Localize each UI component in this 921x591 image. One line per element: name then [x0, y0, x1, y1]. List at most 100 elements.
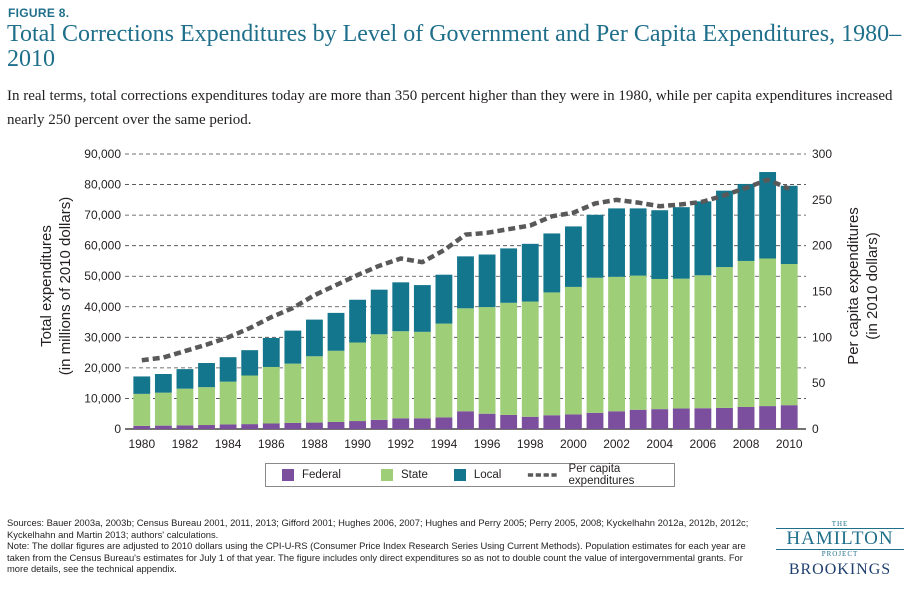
bar-federal	[306, 422, 323, 429]
bar-local	[608, 208, 625, 277]
bar-state	[154, 392, 172, 426]
bar-federal	[392, 418, 410, 429]
bar-federal	[629, 409, 647, 429]
y-tick-right: 250	[812, 193, 832, 207]
bar-federal	[154, 425, 172, 429]
bar-federal	[694, 408, 712, 429]
bar-federal	[759, 406, 777, 429]
publisher-logo: THE HAMILTON PROJECT BROOKINGS	[770, 520, 910, 579]
y-tick-right: 100	[812, 330, 832, 344]
chart-subtitle: In real terms, total corrections expendi…	[7, 88, 893, 128]
legend-item-per-capita: Per capita expenditures	[527, 463, 674, 487]
bar-local	[694, 201, 712, 276]
x-tick: 1994	[431, 437, 458, 451]
bar-state	[521, 301, 539, 417]
x-tick: 2008	[733, 437, 760, 451]
y-tick-left: 80,000	[84, 178, 121, 192]
x-tick: 1992	[387, 437, 414, 451]
bar-state	[759, 258, 777, 407]
y-tick-left: 60,000	[84, 239, 121, 253]
bar-state	[716, 267, 733, 408]
y-tick-left: 10,000	[84, 391, 121, 405]
bar-local	[780, 185, 798, 264]
bar-state	[586, 277, 604, 413]
bar-local	[154, 374, 172, 393]
bar-local	[672, 207, 690, 279]
bar-local	[457, 256, 474, 309]
bar-local	[327, 312, 345, 351]
x-tick: 1982	[172, 437, 199, 451]
per-capita-swatch	[528, 473, 560, 477]
bar-federal	[780, 405, 798, 429]
bar-federal	[500, 414, 518, 429]
x-tick: 1996	[474, 437, 501, 451]
x-tick: 1986	[258, 437, 285, 451]
state-swatch	[381, 469, 393, 481]
bar-federal	[262, 423, 280, 429]
y-tick-right: 0	[812, 422, 819, 436]
note-text: Note: The dollar figures are adjusted to…	[7, 540, 746, 574]
bar-federal	[198, 425, 215, 429]
bar-local	[198, 363, 215, 388]
bar-state	[176, 388, 194, 426]
bar-state	[370, 334, 388, 420]
bar-federal	[219, 424, 237, 429]
bar-state	[651, 278, 669, 410]
bar-federal	[133, 425, 151, 429]
bar-state	[478, 307, 496, 414]
bar-federal	[737, 407, 755, 429]
y-tick-left: 40,000	[84, 300, 121, 314]
bar-local	[759, 172, 777, 259]
bar-local	[176, 369, 194, 389]
legend-item-federal: Federal	[282, 469, 341, 481]
logo-brookings: BROOKINGS	[788, 561, 892, 578]
bar-federal	[564, 414, 582, 429]
y-tick-left: 90,000	[84, 147, 121, 161]
bar-federal	[672, 408, 690, 429]
bar-federal	[543, 415, 561, 429]
bar-state	[564, 286, 582, 415]
bar-local	[241, 350, 259, 376]
x-tick: 1990	[344, 437, 371, 451]
bar-state	[780, 264, 798, 406]
local-swatch	[453, 469, 466, 481]
bar-local	[716, 190, 733, 268]
y-tick-right: 150	[812, 285, 832, 299]
bar-state	[413, 331, 431, 419]
y-axis-left-label-2: (in millions of 2010 dollars)	[57, 197, 74, 375]
legend-item-local: Local	[453, 469, 501, 481]
sources-note: Sources: Bauer 2003a, 2003b; Census Bure…	[7, 517, 757, 575]
grid-lines	[125, 153, 806, 430]
bar-state	[306, 356, 323, 423]
bar-federal	[241, 424, 259, 429]
bar-federal	[716, 407, 733, 429]
chart-area: 0 10,000 20,000 30,000 40,000 50,000 60,000 70,…	[38, 147, 881, 451]
bar-local	[413, 285, 431, 332]
x-tick: 2000	[560, 437, 587, 451]
x-tick: 1984	[215, 437, 242, 451]
bar-state	[457, 308, 474, 412]
y-tick-right: 50	[812, 376, 826, 390]
y-axis-right-label-1: Per capita expenditures	[845, 207, 862, 365]
x-tick: 2010	[776, 437, 803, 451]
bar-federal	[457, 411, 474, 429]
bar-federal	[608, 411, 625, 429]
y-tick-right: 200	[812, 239, 832, 253]
bar-local	[651, 210, 669, 279]
bar-local	[306, 319, 323, 357]
bar-state	[629, 275, 647, 410]
y-tick-left: 30,000	[84, 330, 121, 344]
bar-state	[608, 276, 625, 412]
x-axis-ticks: 1980 1982 1984 1986 1988 1990 1992 1994 1996 1998…	[128, 437, 802, 451]
bar-local	[543, 233, 561, 293]
x-tick: 1998	[517, 437, 544, 451]
x-tick: 2002	[603, 437, 630, 451]
bar-local	[629, 208, 647, 276]
legend: Federal State Local Per capita expenditu…	[265, 463, 675, 487]
bar-federal	[478, 413, 496, 429]
bar-local	[370, 289, 388, 335]
bar-state	[737, 260, 755, 407]
y-tick-left: 0	[114, 422, 121, 436]
bar-state	[435, 323, 453, 418]
sources-text: Sources: Bauer 2003a, 2003b; Census Bure…	[7, 517, 749, 540]
